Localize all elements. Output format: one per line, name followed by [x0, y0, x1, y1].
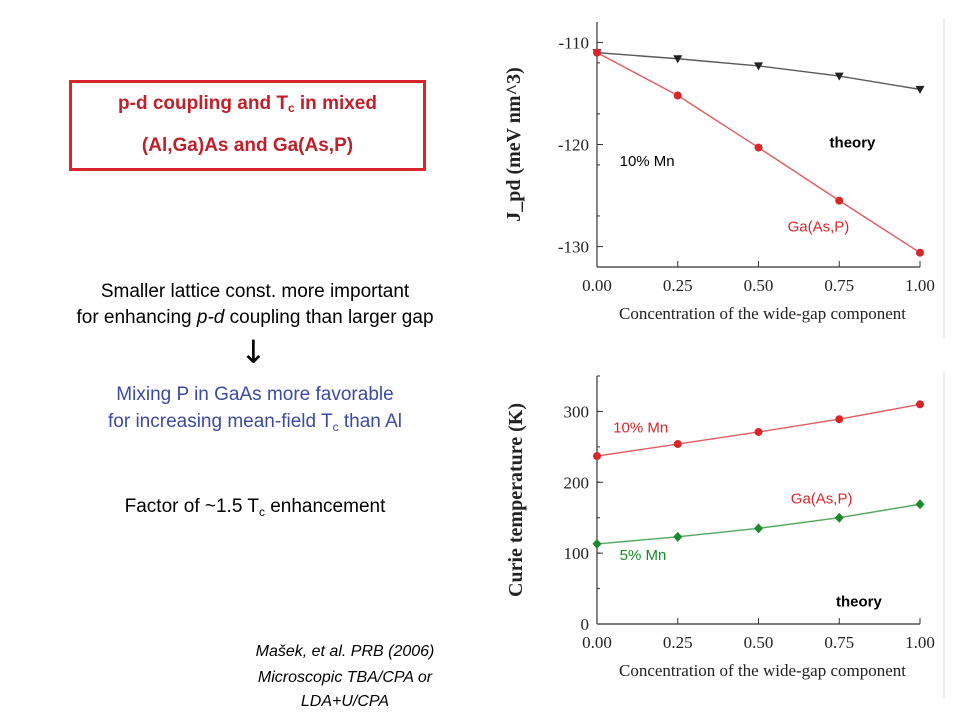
chart-annotation: 10% Mn [620, 153, 675, 170]
y-tick-label: 300 [564, 402, 590, 421]
title-line-1: p-d coupling and Tc in mixed [118, 93, 377, 116]
x-tick-label: 0.00 [582, 633, 612, 652]
down-arrow-icon: ↓ [240, 333, 267, 371]
x-tick-label: 0.75 [824, 276, 854, 295]
reference-citation: Mašek, et al. PRB (2006) [255, 643, 435, 660]
y-tick-label: -110 [558, 33, 589, 52]
chart-annotation: Ga(As,P) [791, 491, 853, 508]
x-tick-label: 0.25 [663, 633, 693, 652]
data-point [592, 538, 602, 549]
data-point [593, 452, 601, 461]
jpd-plot: -110 -120 -130 0.00 0.25 0.50 0.75 1.00 Concentr… [503, 22, 935, 323]
data-point [916, 400, 924, 409]
data-point [593, 48, 601, 57]
chart-annotation: theory [830, 135, 877, 152]
x-tick-label: 0.50 [744, 633, 774, 652]
data-point [754, 62, 763, 71]
data-point [754, 143, 763, 152]
data-point [915, 85, 925, 94]
x-axis-label: Concentration of the wide-gap component [619, 304, 906, 323]
title-box: p-d coupling and Tc in mixed (Al,Ga)As a… [69, 80, 426, 171]
jpd-chart: -110 -120 -130 0.00 0.25 0.50 0.75 1.00 Concentr… [503, 18, 945, 338]
x-tick-label: 1.00 [905, 633, 935, 652]
x-tick-label: 0.50 [744, 276, 774, 295]
x-tick-label: 0.00 [582, 276, 612, 295]
data-point [754, 523, 763, 534]
data-point [673, 531, 683, 542]
statement-line-2: for enhancing p-d coupling than larger g… [76, 307, 434, 328]
data-point [834, 512, 844, 523]
y-tick-label: -120 [558, 136, 589, 155]
data-point [673, 91, 682, 100]
data-point [835, 415, 844, 424]
data-point [916, 248, 924, 257]
reference-method-line-1: Microscopic TBA/CPA or [257, 669, 433, 686]
x-axis-label: Concentration of the wide-gap component [619, 661, 906, 680]
conclusion-line-1: Mixing P in GaAs more favorable [116, 384, 394, 405]
chart-annotation: Ga(As,P) [788, 218, 850, 235]
data-point [915, 499, 925, 510]
data-point [673, 440, 682, 449]
y-axis-label: Curie temperature (K) [505, 403, 527, 597]
chart-annotation: 10% Mn [613, 420, 668, 437]
x-tick-label: 0.25 [663, 276, 693, 295]
title-line-2: (Al,Ga)As and Ga(As,P) [141, 135, 354, 156]
data-point [673, 55, 683, 64]
series-line [596, 51, 921, 91]
y-tick-label: -130 [558, 238, 589, 257]
reference-method-line-2: LDA+U/CPA [300, 693, 390, 710]
chart-annotation: 5% Mn [620, 547, 667, 564]
chart-annotation: theory [836, 593, 883, 610]
data-point [754, 427, 763, 436]
y-tick-label: 0 [581, 615, 590, 634]
x-tick-label: 0.75 [824, 633, 854, 652]
data-point [834, 72, 844, 81]
y-tick-label: 200 [564, 473, 590, 492]
y-tick-label: 100 [564, 544, 590, 563]
curie-plot: 0 100 200 300 0.00 0.25 0.50 0.75 1.00 Concentrat… [505, 375, 935, 680]
conclusion-line-2: for increasing mean-field Tc than Al [108, 411, 402, 434]
data-point [835, 196, 844, 205]
x-tick-label: 1.00 [905, 276, 935, 295]
curie-chart: 0 100 200 300 0.00 0.25 0.50 0.75 1.00 Concentrat… [505, 372, 945, 698]
y-axis-label: J_pd (meV nm^3) [503, 67, 525, 222]
factor-statement: Factor of ~1.5 Tc enhancement [124, 496, 386, 519]
statement-line-1: Smaller lattice const. more important [100, 281, 410, 302]
